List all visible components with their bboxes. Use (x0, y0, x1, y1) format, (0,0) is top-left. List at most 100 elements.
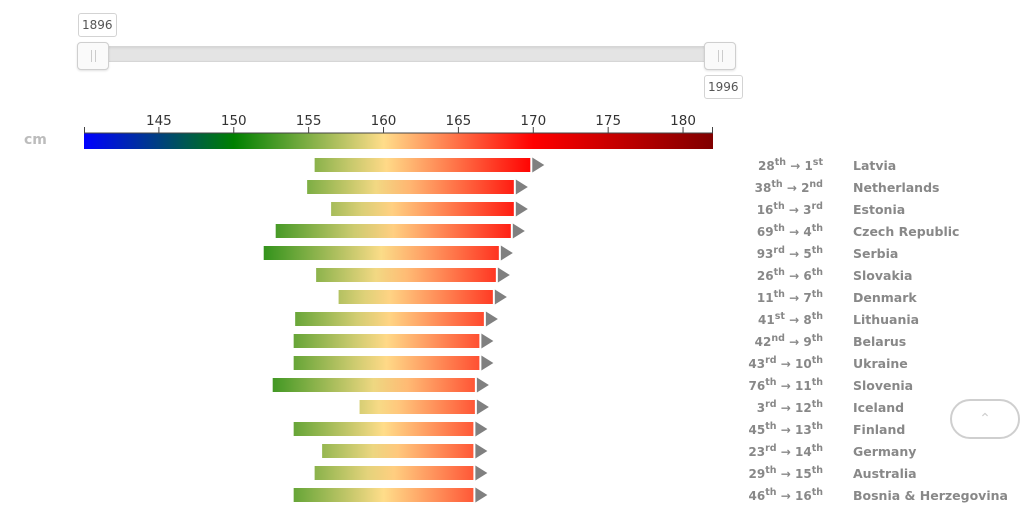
rank-part: → (777, 467, 795, 481)
rank-change-label: 26th → 6th (757, 267, 823, 284)
bar-arrow (485, 311, 498, 327)
chevron-up-icon: ⌃ (979, 411, 991, 427)
rank-part: 69 (757, 225, 774, 239)
rank-suffix: th (765, 421, 777, 432)
country-label: Serbia (853, 246, 898, 261)
country-label: Estonia (853, 202, 905, 217)
bar (293, 356, 480, 370)
rank-part: → (777, 445, 795, 459)
rank-change-label: 45th → 13th (749, 421, 824, 438)
rank-part: 23 (748, 445, 765, 459)
scale-tick-label: 180 (670, 113, 696, 129)
rank-change-label: 76th → 11th (749, 377, 824, 394)
bar-arrow (475, 487, 488, 503)
rank-part: 11 (795, 379, 812, 393)
rank-change-label: 29th → 15th (749, 465, 824, 482)
bar (275, 224, 511, 238)
rank-part: 38 (755, 181, 772, 195)
scale-tick-label: 155 (296, 113, 322, 129)
rank-change-label: 42nd → 9th (755, 333, 824, 350)
rank-part: → (786, 159, 804, 173)
rank-change-label: 11th → 7th (757, 289, 823, 306)
rank-suffix: nd (809, 179, 823, 190)
rank-part: 9 (803, 335, 811, 349)
slider-max-handle[interactable] (704, 42, 736, 70)
rank-part: → (777, 379, 795, 393)
rank-suffix: rd (765, 399, 777, 410)
bar (293, 334, 480, 348)
rank-part: 2 (801, 181, 809, 195)
rank-part: 28 (758, 159, 775, 173)
rank-suffix: th (775, 157, 787, 168)
bar-arrow (515, 179, 528, 195)
bar (322, 444, 474, 458)
rank-suffix: th (812, 377, 824, 388)
country-label: Lithuania (853, 312, 919, 327)
bars-group (263, 157, 545, 503)
rank-part: 8 (803, 313, 811, 327)
country-label: Germany (853, 444, 916, 459)
bar-arrow (476, 399, 489, 415)
rank-part: → (785, 335, 803, 349)
rank-suffix: th (771, 179, 783, 190)
color-scale-bar (84, 133, 713, 149)
bar-arrow (497, 267, 510, 283)
rank-part: 5 (803, 247, 811, 261)
bar (314, 158, 531, 172)
scale-tick-label: 160 (371, 113, 397, 129)
rank-part: → (777, 423, 795, 437)
rank-part: 26 (757, 269, 774, 283)
rank-suffix: rd (765, 443, 777, 454)
rank-suffix: st (813, 157, 824, 168)
bar (295, 312, 484, 326)
slider-max-label: 1996 (704, 75, 743, 99)
slider-track[interactable] (92, 46, 722, 62)
bar-arrow (512, 223, 525, 239)
slider-min-label: 1896 (78, 13, 117, 37)
rank-part: 16 (757, 203, 774, 217)
rank-suffix: th (812, 245, 824, 256)
rank-part: → (785, 269, 803, 283)
rank-part: 13 (795, 423, 812, 437)
country-label: Latvia (853, 158, 896, 173)
rank-part: 46 (749, 489, 766, 503)
rank-part: 3 (803, 203, 811, 217)
rank-suffix: th (812, 333, 824, 344)
bar (316, 268, 496, 282)
slider-min-handle[interactable] (77, 42, 109, 70)
rank-part: 41 (758, 313, 775, 327)
rank-part: 43 (748, 357, 765, 371)
rank-suffix: rd (773, 245, 785, 256)
rank-change-label: 43rd → 10th (748, 355, 823, 372)
rank-suffix: th (765, 487, 777, 498)
scale-tick-label: 165 (446, 113, 472, 129)
year-range-slider: 1896 1996 (0, 0, 760, 105)
unit-label: cm (24, 132, 47, 148)
rank-part: 12 (795, 401, 812, 415)
bar (314, 466, 474, 480)
rank-suffix: th (765, 465, 777, 476)
bar-arrow (515, 201, 528, 217)
country-label: Ukraine (853, 356, 908, 371)
rank-part: 15 (795, 467, 812, 481)
rank-suffix: th (812, 267, 824, 278)
rank-part: 10 (795, 357, 812, 371)
country-label: Netherlands (853, 180, 939, 195)
rank-suffix: th (812, 399, 824, 410)
rank-part: → (777, 489, 795, 503)
scroll-top-button[interactable]: ⌃ (950, 399, 1020, 439)
rank-suffix: th (812, 421, 824, 432)
rank-part: 16 (795, 489, 812, 503)
rank-suffix: th (812, 355, 824, 366)
rank-change-label: 38th → 2nd (755, 179, 823, 196)
country-label: Finland (853, 422, 905, 437)
rank-part: → (785, 225, 803, 239)
scale-tick-label: 150 (221, 113, 247, 129)
rank-suffix: th (774, 223, 786, 234)
country-label: Bosnia & Herzegovina (853, 488, 1008, 503)
bar-arrow (481, 355, 494, 371)
rank-part: → (785, 247, 803, 261)
rank-suffix: th (812, 443, 824, 454)
